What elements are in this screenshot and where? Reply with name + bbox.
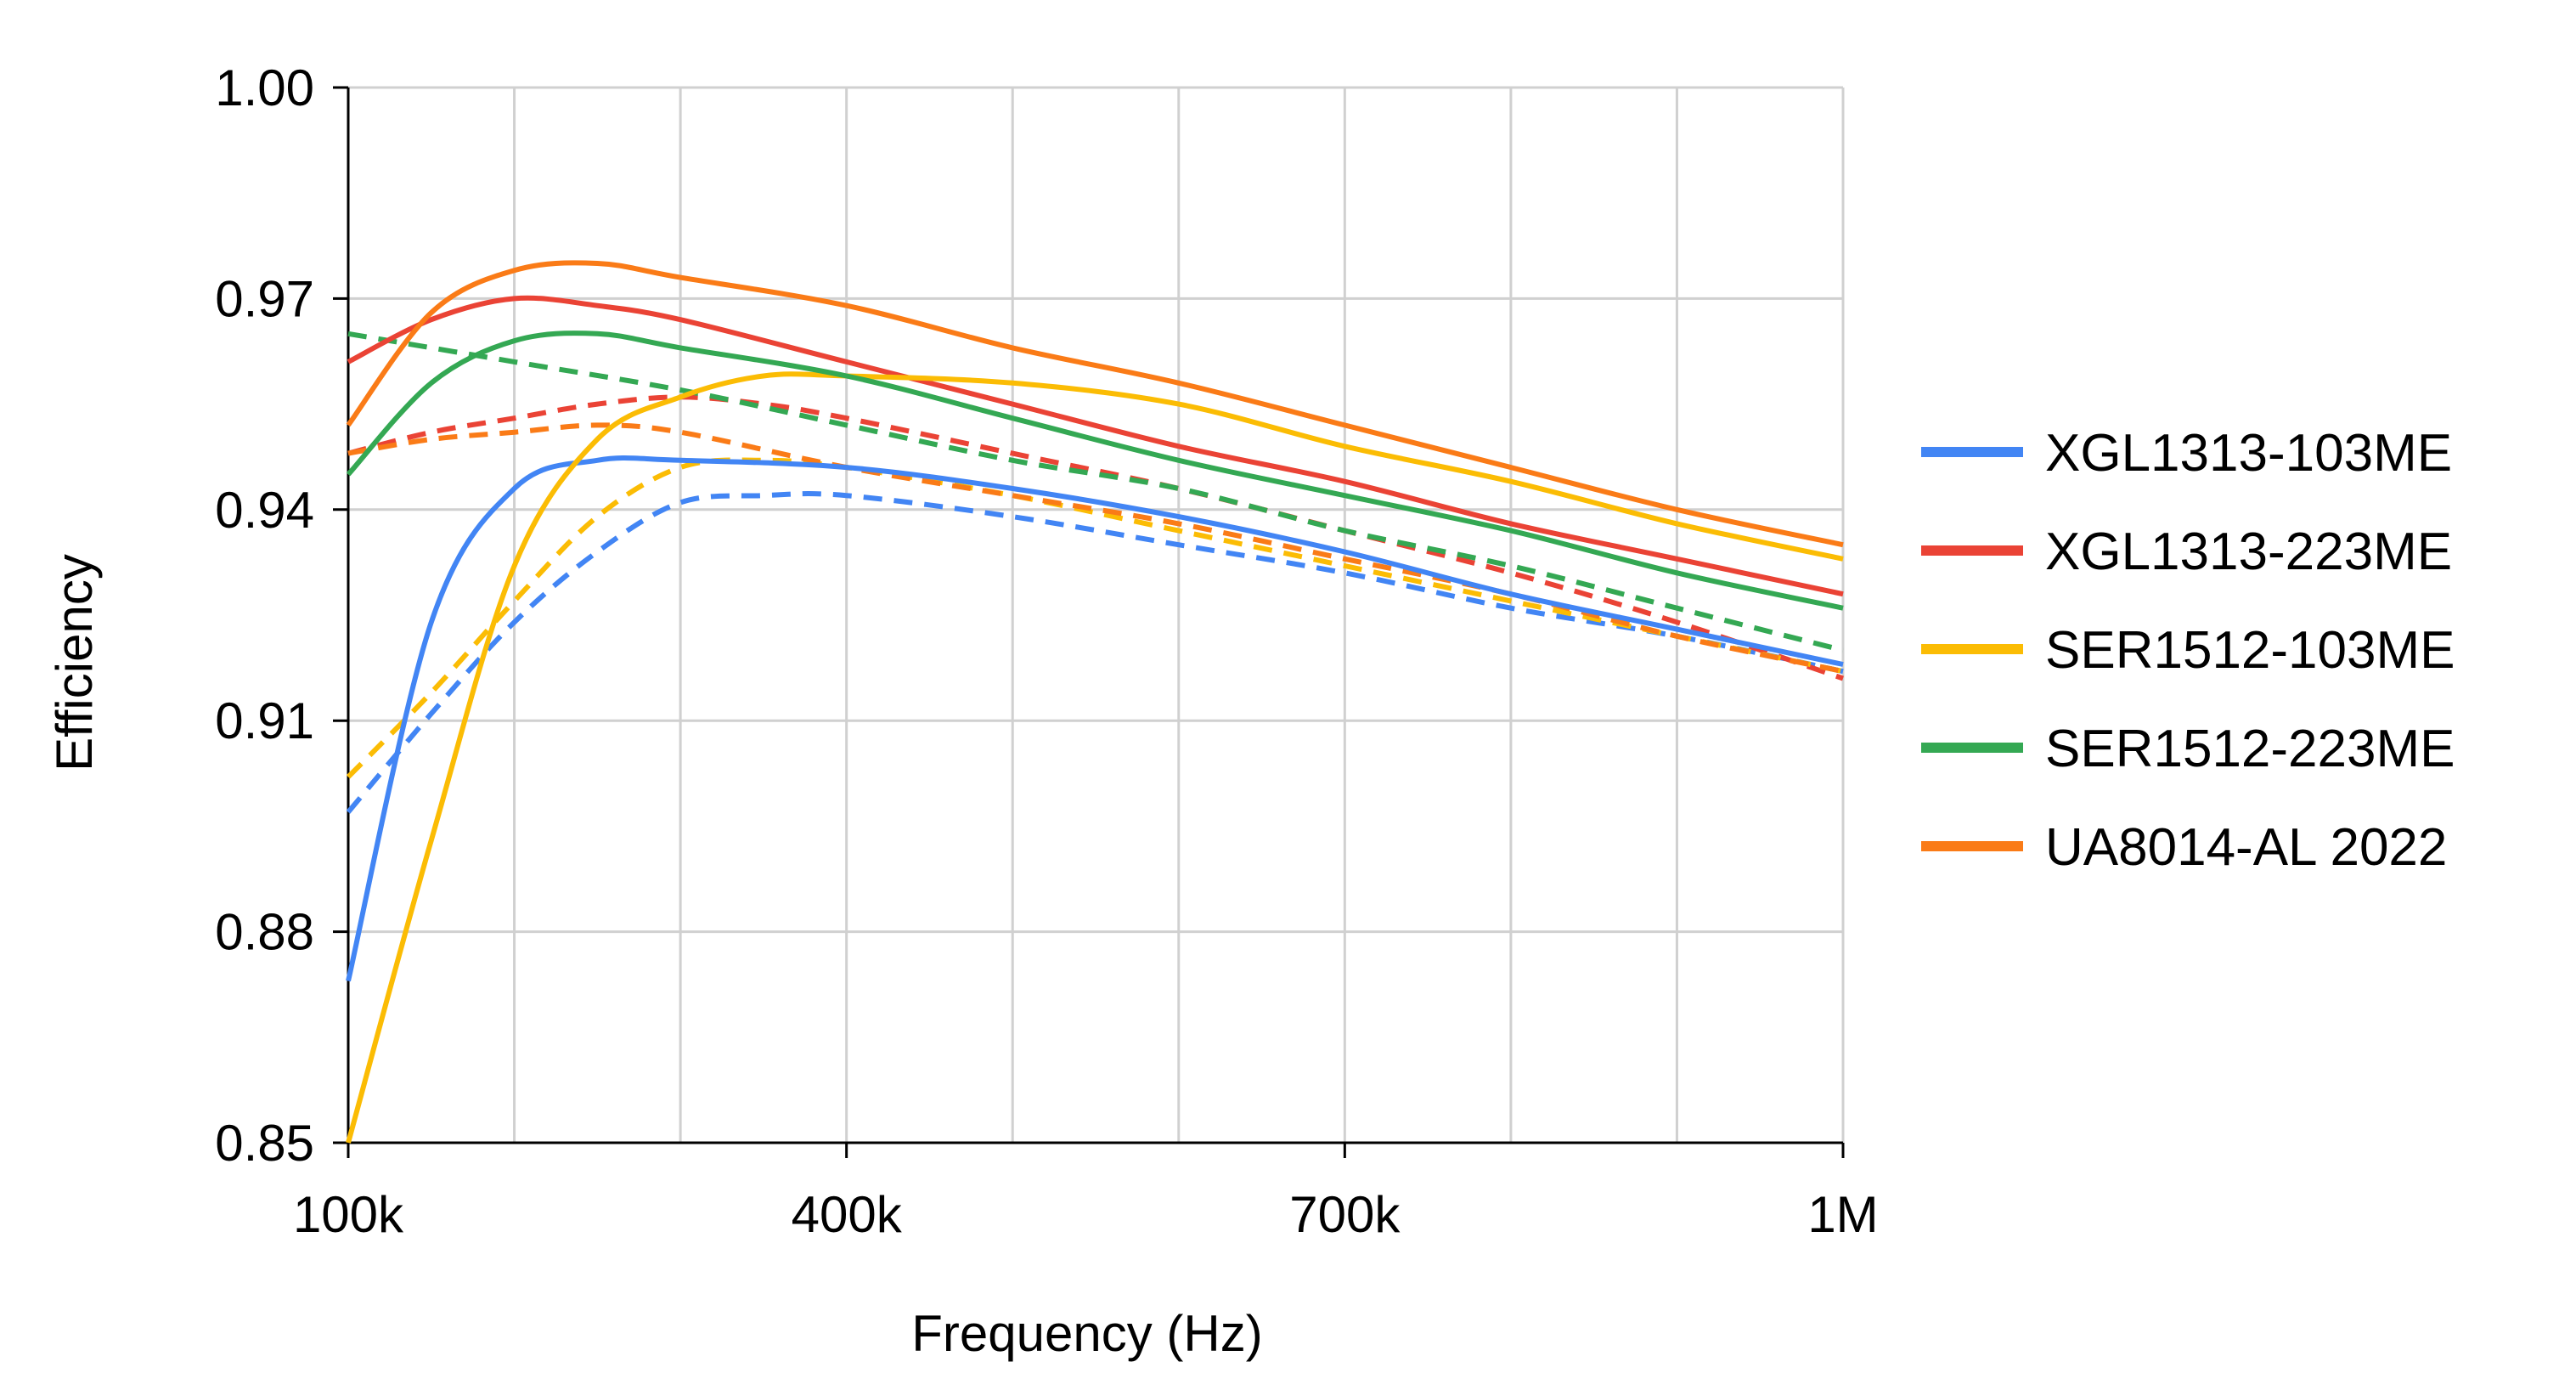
x-tick-label: 700k	[1289, 1186, 1401, 1243]
x-tick-label: 100k	[293, 1186, 404, 1243]
series-line-xgl1313-103me-dashed	[346, 491, 1844, 814]
y-axis-title: Efficiency	[46, 554, 103, 771]
series-line-ser1512-223me-dashed	[347, 331, 1844, 653]
axes	[333, 86, 1845, 1158]
series-line-xgl1313-223me-dashed	[347, 394, 1844, 681]
series-lines	[346, 260, 1844, 1144]
series-line-xgl1313-103me-solid	[346, 455, 1844, 982]
x-tick-label: 400k	[792, 1186, 903, 1243]
legend-label: UA8014-AL 2022	[2045, 818, 2447, 877]
y-tick-label: 0.85	[215, 1115, 314, 1172]
series-line-ua8014-al-2022-solid	[346, 260, 1844, 548]
legend-label: XGL1313-103ME	[2045, 424, 2452, 483]
series-line-ser1512-223me-solid	[346, 331, 1844, 611]
series-line-ser1512-103me-solid	[346, 371, 1844, 1144]
grid-lines	[348, 86, 1845, 1143]
legend: XGL1313-103ME XGL1313-223ME SER1512-103ME S…	[1921, 424, 2455, 877]
series-line-ser1512-103me-dashed	[346, 457, 1844, 779]
y-tick-label: 0.97	[215, 270, 314, 327]
x-axis-title: Frequency (Hz)	[911, 1305, 1262, 1362]
legend-label: SER1512-223ME	[2045, 720, 2455, 778]
y-tick-label: 0.94	[215, 482, 314, 539]
y-tick-label: 0.88	[215, 904, 314, 961]
tick-labels: 0.85 0.88 0.91 0.94 0.97 1.00 100k 400k 700k 1M	[215, 59, 1878, 1243]
series-line-xgl1313-223me-solid	[347, 295, 1844, 597]
legend-label: SER1512-103ME	[2045, 621, 2455, 680]
x-tick-label: 1M	[1807, 1186, 1878, 1243]
legend-label: XGL1313-223ME	[2045, 523, 2452, 581]
y-tick-label: 1.00	[215, 59, 314, 116]
y-tick-label: 0.91	[215, 692, 314, 749]
